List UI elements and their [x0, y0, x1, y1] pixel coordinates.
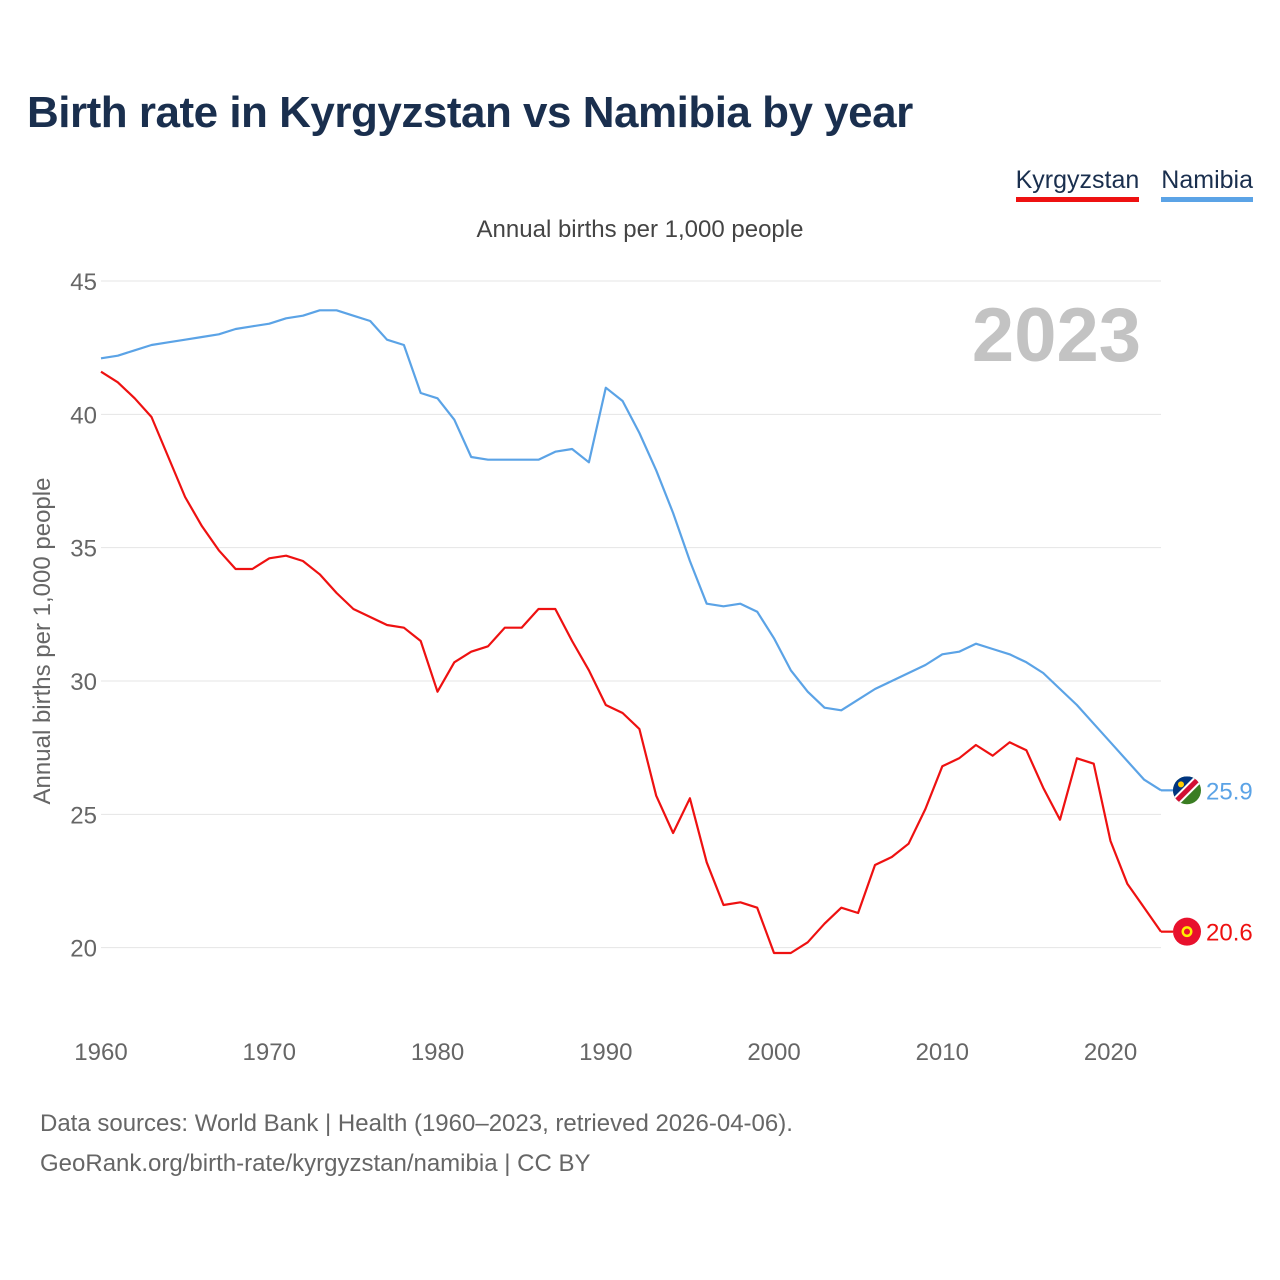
source-link[interactable]: GeoRank.org/birth-rate/kyrgyzstan/namibi…: [40, 1150, 591, 1177]
legend: Kyrgyzstan Namibia: [1015, 166, 1253, 202]
x-tick-label-1970: 1970: [243, 1039, 296, 1066]
end-value-label-namibia: 25.9: [1206, 778, 1253, 805]
y-tick-label-40: 40: [70, 402, 97, 429]
y-tick-label-25: 25: [70, 802, 97, 829]
year-watermark: 2023: [972, 293, 1141, 378]
x-tick-label-1960: 1960: [74, 1039, 127, 1066]
line-chart: 20 25 30 35 40 45 1960 1970 1980 1990 2000 2010 2020…: [29, 269, 1253, 1066]
legend-item-kyrgyzstan[interactable]: Kyrgyzstan: [1015, 166, 1140, 202]
legend-item-namibia[interactable]: Namibia: [1161, 166, 1253, 202]
series-line-namibia: [100, 309, 1162, 792]
y-tick-label-30: 30: [70, 669, 97, 696]
x-tick-label-2020: 2020: [1084, 1039, 1137, 1066]
footer: Data sources: World Bank | Health (1960–…: [40, 1104, 793, 1184]
y-tick-label-35: 35: [70, 536, 97, 563]
y-tick-label-20: 20: [70, 936, 97, 963]
data-source-note: Data sources: World Bank | Health (1960–…: [40, 1110, 793, 1137]
y-axis-label: Annual births per 1,000 people: [29, 478, 56, 805]
x-tick-label-2000: 2000: [747, 1039, 800, 1066]
flag-namibia-icon: [1173, 776, 1201, 805]
end-value-label-kyrgyzstan: 20.6: [1206, 920, 1253, 947]
flag-kyrgyzstan-icon: [1173, 917, 1201, 946]
chart-title: Birth rate in Kyrgyzstan vs Namibia by y…: [27, 88, 913, 137]
series-line-kyrgyzstan: [100, 370, 1162, 955]
y-tick-label-45: 45: [70, 269, 97, 296]
x-tick-label-2010: 2010: [916, 1039, 969, 1066]
chart-subtitle: Annual births per 1,000 people: [476, 216, 804, 243]
x-tick-label-1990: 1990: [579, 1039, 632, 1066]
x-tick-label-1980: 1980: [411, 1039, 464, 1066]
